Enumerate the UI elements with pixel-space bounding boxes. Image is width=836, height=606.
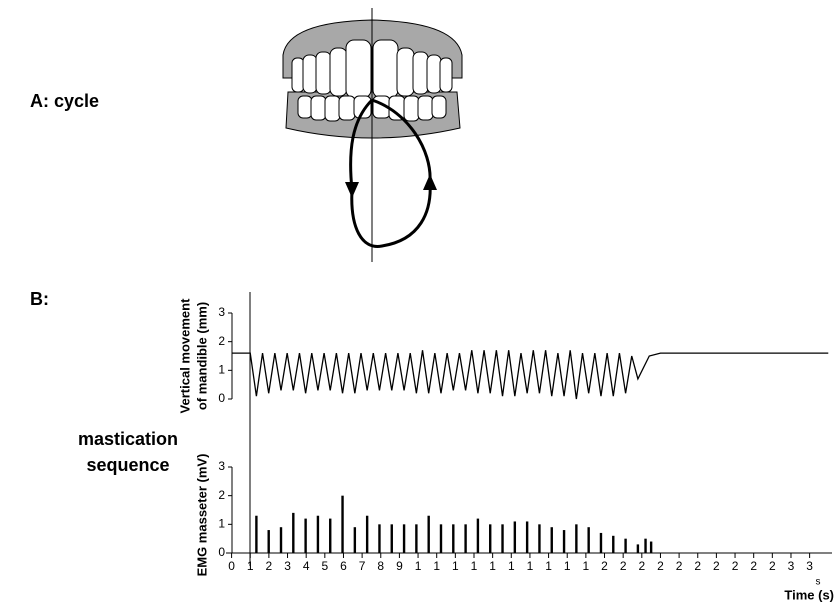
emg-burst xyxy=(279,527,283,553)
x-tick-label: 1 xyxy=(545,559,552,573)
x-tick-label: 0 xyxy=(228,559,235,573)
x-tick-label: 1 xyxy=(583,559,590,573)
emg-burst xyxy=(489,524,492,553)
emg-burst xyxy=(649,541,653,553)
x-tick-label: 3 xyxy=(284,559,291,573)
x-tick-label: 3 xyxy=(788,559,795,573)
emg-burst xyxy=(525,521,529,553)
emg-burst xyxy=(624,538,627,553)
y-tick-label: 3 xyxy=(218,305,225,319)
x-tick-label: 2 xyxy=(713,559,720,573)
emg-burst xyxy=(316,515,320,553)
y-tick-label: 0 xyxy=(218,391,225,405)
x-tick-label: 2 xyxy=(266,559,273,573)
x-tick-label: 5 xyxy=(321,559,328,573)
annotation: s xyxy=(816,577,821,588)
x-tick-label: 2 xyxy=(601,559,608,573)
x-tick-label: 1 xyxy=(489,559,496,573)
emg-burst xyxy=(329,518,332,553)
emg-burst xyxy=(267,530,270,553)
x-tick-label: 1 xyxy=(415,559,422,573)
y-axis-label: of mandible (mm) xyxy=(194,302,209,410)
emg-burst xyxy=(599,532,603,553)
x-tick-label: 2 xyxy=(676,559,683,573)
x-tick-label: 1 xyxy=(452,559,459,573)
panel-b-label: B: xyxy=(30,289,49,309)
y-tick-label: 1 xyxy=(218,363,225,377)
emg-burst xyxy=(427,515,430,553)
emg-burst xyxy=(365,515,369,553)
emg-burst xyxy=(550,527,553,553)
emg-burst xyxy=(415,524,418,553)
sequence-label: mastication xyxy=(78,429,178,449)
emg-burst xyxy=(513,521,517,553)
emg-burst xyxy=(402,524,406,553)
emg-burst xyxy=(304,518,307,553)
x-tick-label: 2 xyxy=(769,559,776,573)
movement-line xyxy=(231,350,829,400)
x-tick-label: 2 xyxy=(732,559,739,573)
emg-burst xyxy=(501,524,504,553)
x-tick-label: 2 xyxy=(657,559,664,573)
x-tick-label: 1 xyxy=(247,559,254,573)
emg-burst xyxy=(644,538,647,553)
emg-burst xyxy=(439,524,443,553)
x-axis-label: Time (s) xyxy=(784,587,834,602)
emg-burst xyxy=(378,524,381,553)
panel-a-label: A: cycle xyxy=(30,91,99,111)
x-tick-label: 2 xyxy=(750,559,757,573)
x-tick-label: 4 xyxy=(303,559,310,573)
x-tick-label: 7 xyxy=(359,559,366,573)
emg-burst xyxy=(587,527,590,553)
emg-burst xyxy=(452,524,455,553)
emg-burst xyxy=(464,524,467,553)
y-axis-label: EMG masseter (mV) xyxy=(194,454,209,577)
y-tick-label: 0 xyxy=(218,545,225,559)
emg-burst xyxy=(255,515,258,553)
y-tick-label: 2 xyxy=(218,488,225,502)
x-tick-label: 1 xyxy=(471,559,478,573)
x-tick-label: 1 xyxy=(527,559,534,573)
x-tick-label: 1 xyxy=(508,559,515,573)
x-tick-label: 2 xyxy=(638,559,645,573)
x-tick-label: 8 xyxy=(377,559,384,573)
emg-burst xyxy=(476,518,480,553)
x-tick-label: 1 xyxy=(564,559,571,573)
y-tick-label: 3 xyxy=(218,459,225,473)
emg-burst xyxy=(390,524,393,553)
emg-burst xyxy=(538,524,541,553)
x-tick-label: 2 xyxy=(620,559,627,573)
x-tick-label: 1 xyxy=(433,559,440,573)
emg-burst xyxy=(562,530,566,553)
y-tick-label: 1 xyxy=(218,517,225,531)
x-tick-label: 9 xyxy=(396,559,403,573)
emg-burst xyxy=(636,544,640,553)
sequence-label: sequence xyxy=(86,455,169,475)
x-tick-label: 2 xyxy=(694,559,701,573)
y-axis-label: Vertical movement xyxy=(177,298,192,414)
x-tick-label: 3 xyxy=(806,559,813,573)
emg-burst xyxy=(575,524,578,553)
x-tick-label: 6 xyxy=(340,559,347,573)
teeth-diagram xyxy=(282,8,463,262)
emg-burst xyxy=(292,512,295,553)
emg-burst xyxy=(353,527,357,553)
y-tick-label: 2 xyxy=(218,334,225,348)
emg-burst xyxy=(341,495,344,553)
emg-burst xyxy=(612,535,615,553)
